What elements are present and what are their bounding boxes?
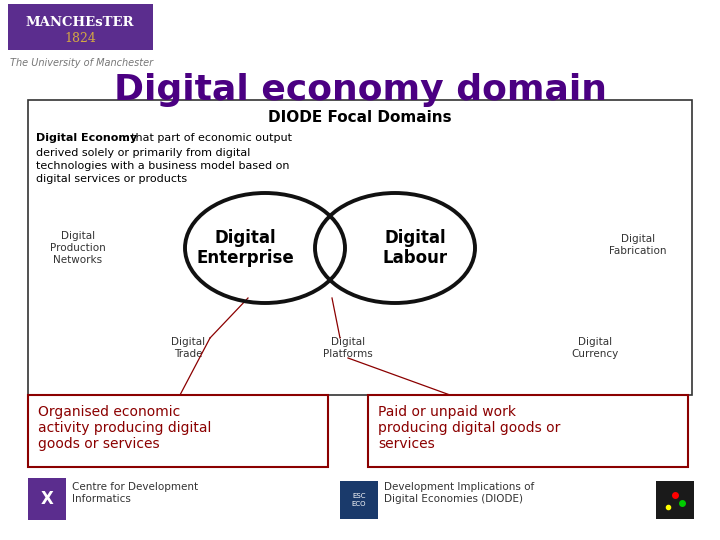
Text: Digital
Trade: Digital Trade bbox=[171, 337, 205, 359]
FancyBboxPatch shape bbox=[340, 481, 378, 519]
Text: MANCHEsTER: MANCHEsTER bbox=[26, 16, 134, 29]
Text: Centre for Development
Informatics: Centre for Development Informatics bbox=[72, 482, 198, 504]
Text: Organised economic
activity producing digital
goods or services: Organised economic activity producing di… bbox=[38, 405, 212, 451]
Text: Development Implications of
Digital Economies (DIODE): Development Implications of Digital Econ… bbox=[384, 482, 534, 504]
Text: Digital
Production
Networks: Digital Production Networks bbox=[50, 232, 106, 265]
FancyBboxPatch shape bbox=[28, 100, 692, 395]
Text: Digital
Fabrication: Digital Fabrication bbox=[609, 234, 667, 256]
Text: ESC
ECO: ESC ECO bbox=[352, 494, 366, 507]
FancyBboxPatch shape bbox=[28, 395, 328, 467]
Text: The University of Manchester: The University of Manchester bbox=[10, 58, 153, 68]
Text: Digital
Currency: Digital Currency bbox=[572, 337, 618, 359]
FancyBboxPatch shape bbox=[656, 481, 694, 519]
Text: Paid or unpaid work
producing digital goods or
services: Paid or unpaid work producing digital go… bbox=[378, 405, 560, 451]
Text: digital services or products: digital services or products bbox=[36, 174, 187, 184]
Text: X: X bbox=[40, 490, 53, 508]
Text: derived solely or primarily from digital: derived solely or primarily from digital bbox=[36, 148, 251, 158]
FancyBboxPatch shape bbox=[8, 4, 153, 50]
Text: technologies with a business model based on: technologies with a business model based… bbox=[36, 161, 289, 171]
Text: 1824: 1824 bbox=[64, 31, 96, 44]
Text: Digital Economy: Digital Economy bbox=[36, 133, 137, 143]
Text: Digital
Enterprise: Digital Enterprise bbox=[196, 228, 294, 267]
Text: DIODE Focal Domains: DIODE Focal Domains bbox=[268, 111, 452, 125]
Text: Digital economy domain: Digital economy domain bbox=[114, 73, 606, 107]
Text: Digital
Labour: Digital Labour bbox=[382, 228, 448, 267]
Text: : that part of economic output: : that part of economic output bbox=[124, 133, 292, 143]
FancyBboxPatch shape bbox=[28, 478, 66, 520]
FancyBboxPatch shape bbox=[368, 395, 688, 467]
Text: Digital
Platforms: Digital Platforms bbox=[323, 337, 373, 359]
